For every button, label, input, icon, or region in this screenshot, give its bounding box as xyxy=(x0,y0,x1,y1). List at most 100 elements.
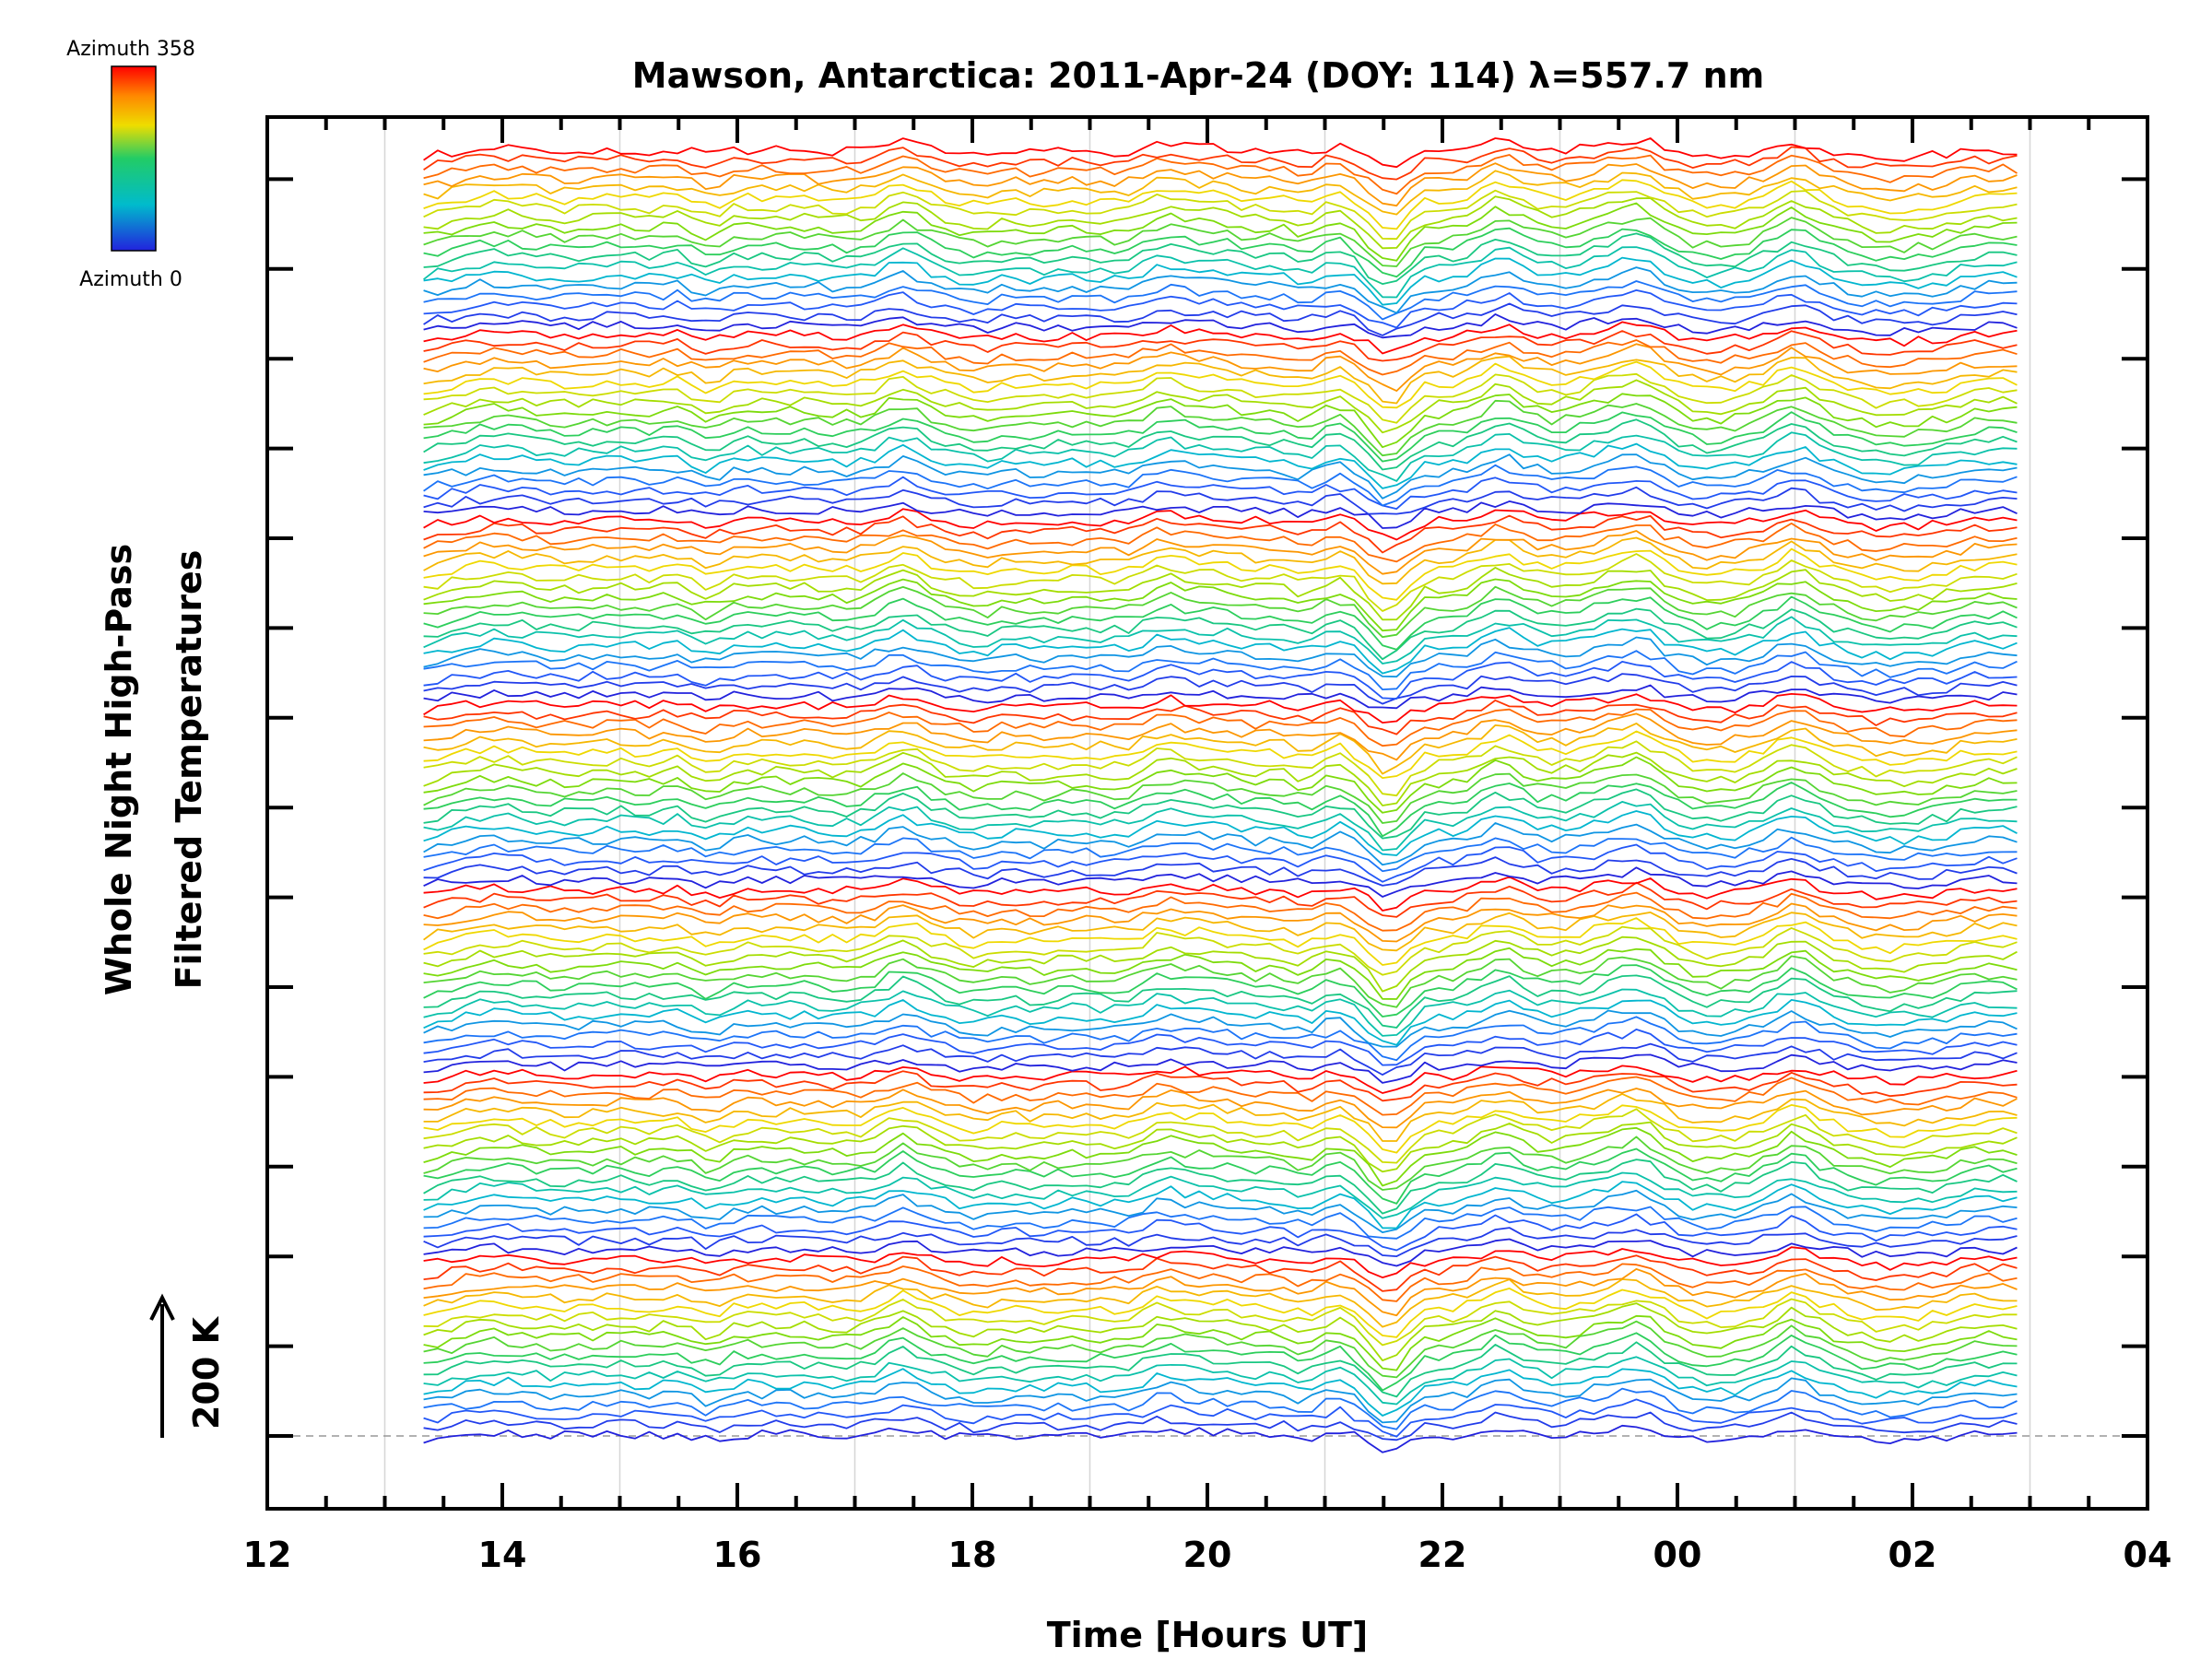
series-line xyxy=(423,891,2018,932)
series-line xyxy=(423,1298,2018,1347)
x-tick-label: 02 xyxy=(1888,1535,1937,1575)
chart-title: Mawson, Antarctica: 2011-Apr-24 (DOY: 11… xyxy=(632,55,1764,96)
series-line xyxy=(423,1320,2018,1379)
series-line xyxy=(423,801,2018,852)
series-line xyxy=(423,553,2018,612)
series-line xyxy=(423,650,2018,690)
series-line xyxy=(423,843,2018,883)
series-line xyxy=(423,1065,2018,1094)
series-line xyxy=(423,154,2018,195)
series-line xyxy=(423,881,2018,918)
series-line xyxy=(423,508,2018,541)
series-line xyxy=(423,1254,2018,1292)
series-line xyxy=(423,418,2018,471)
series-line xyxy=(423,217,2018,267)
series-line xyxy=(423,1181,2018,1230)
series-line xyxy=(423,476,2018,510)
series-line xyxy=(423,330,2018,362)
series-group xyxy=(423,137,2018,1453)
series-line xyxy=(423,189,2018,241)
series-line xyxy=(423,1189,2018,1233)
y-axis-title-line2: Filtered Temperatures xyxy=(169,550,209,990)
series-line xyxy=(423,974,2018,1029)
series-line xyxy=(423,227,2018,278)
x-tick-label: 22 xyxy=(1418,1535,1467,1575)
series-line xyxy=(423,935,2018,993)
series-line xyxy=(423,343,2018,393)
series-line xyxy=(423,536,2018,585)
series-line xyxy=(423,902,2018,943)
series-line xyxy=(423,1314,2018,1371)
series-line xyxy=(423,684,2018,710)
series-line xyxy=(423,636,2018,678)
series-line xyxy=(423,256,2018,306)
series-line xyxy=(423,1398,2018,1438)
series-line xyxy=(423,1016,2018,1062)
series-line xyxy=(423,782,2018,838)
series-line xyxy=(423,595,2018,651)
series-line xyxy=(423,170,2018,216)
series-line xyxy=(423,772,2018,824)
series-line xyxy=(423,1278,2018,1328)
series-line xyxy=(423,1104,2018,1154)
x-tick-label: 14 xyxy=(478,1535,527,1575)
x-tick-label: 16 xyxy=(713,1535,762,1575)
series-line xyxy=(423,1088,2018,1129)
series-line xyxy=(423,988,2018,1037)
series-line xyxy=(423,1147,2018,1205)
series-line xyxy=(423,607,2018,661)
colorbar-top-label: Azimuth 358 xyxy=(66,38,195,61)
scale-bar-label: 200 K xyxy=(186,1315,227,1430)
series-line xyxy=(423,1356,2018,1406)
series-line xyxy=(423,751,2018,806)
x-tick-label: 00 xyxy=(1653,1535,1702,1575)
series-line xyxy=(423,917,2018,966)
x-tick-label: 18 xyxy=(948,1535,997,1575)
series-line xyxy=(423,912,2018,952)
series-line xyxy=(423,547,2018,601)
series-line xyxy=(423,1093,2018,1142)
series-line xyxy=(423,822,2018,866)
series-line xyxy=(423,372,2018,424)
series-line xyxy=(423,708,2018,747)
series-line xyxy=(423,947,2018,1000)
series-line xyxy=(423,740,2018,797)
series-line xyxy=(423,616,2018,665)
series-line xyxy=(423,399,2018,457)
series-line xyxy=(423,530,2018,575)
series-line xyxy=(423,195,2018,250)
series-line xyxy=(423,431,2018,482)
series-line xyxy=(423,1108,2018,1164)
series-line xyxy=(423,280,2018,321)
series-line xyxy=(423,1332,2018,1392)
x-tick-label: 12 xyxy=(243,1535,292,1575)
series-line xyxy=(423,339,2018,376)
series-line xyxy=(423,788,2018,840)
series-line xyxy=(423,578,2018,632)
series-line xyxy=(423,866,2018,898)
series-line xyxy=(423,1009,2018,1048)
colorbar-bottom-label: Azimuth 0 xyxy=(79,268,182,291)
x-tick-label: 04 xyxy=(2124,1535,2172,1575)
series-line xyxy=(423,1268,2018,1317)
series-line xyxy=(423,500,2018,529)
series-line xyxy=(423,411,2018,463)
colorbar xyxy=(111,65,157,252)
series-line xyxy=(423,1053,2018,1084)
x-axis-title: Time [Hours UT] xyxy=(1047,1615,1369,1655)
series-line xyxy=(423,1070,2018,1102)
series-line xyxy=(423,756,2018,814)
series-line xyxy=(423,1263,2018,1302)
series-line xyxy=(423,627,2018,675)
x-tick-labels: 12 14 16 18 20 22 00 02 04 xyxy=(243,1535,2172,1575)
y-axis-title-line1: Whole Night High-Pass xyxy=(99,544,139,995)
series-line xyxy=(423,1076,2018,1116)
series-line xyxy=(423,955,2018,1008)
series-line xyxy=(423,453,2018,500)
series-line xyxy=(423,723,2018,775)
series-line xyxy=(423,1411,2018,1441)
series-line xyxy=(423,1159,2018,1215)
series-line xyxy=(423,925,2018,976)
x-ticks xyxy=(265,117,2149,1509)
